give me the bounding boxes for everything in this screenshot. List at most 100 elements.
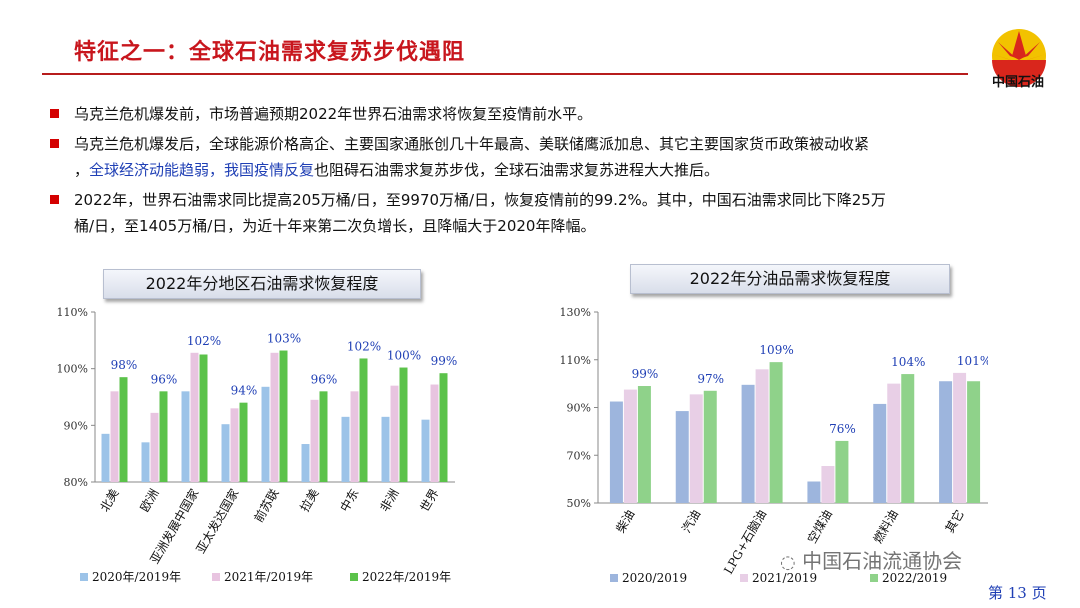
bar xyxy=(967,381,981,503)
bar xyxy=(609,401,623,503)
bar xyxy=(110,391,119,482)
chart2-title: 2022年分油品需求恢复程度 xyxy=(630,264,950,294)
bullet-marker-icon xyxy=(50,109,59,118)
legend-label: 2021/2019 xyxy=(752,571,817,585)
bar xyxy=(141,442,150,482)
bar xyxy=(873,403,887,503)
bar xyxy=(239,402,248,482)
data-label: 76% xyxy=(829,422,856,436)
bar xyxy=(887,383,901,503)
bar xyxy=(381,416,390,482)
bar xyxy=(689,394,703,503)
x-tick-label: 北美 xyxy=(97,487,121,515)
bar xyxy=(301,444,310,482)
y-tick-label: 80% xyxy=(64,476,88,489)
data-label: 99% xyxy=(632,367,659,381)
bullet-highlight: 全球经济动能趋弱，我国疫情反复 xyxy=(89,161,315,179)
page-number: 第 13 页 xyxy=(988,584,1047,602)
data-label: 101% xyxy=(957,354,988,368)
bar xyxy=(421,419,430,482)
bar xyxy=(675,411,689,503)
x-tick-label: 亚太发达国家 xyxy=(193,486,242,556)
bullet-item: 2022年，世界石油需求同比提高205万桶/日，至9970万桶/日，恢复疫情前的… xyxy=(48,187,1048,239)
data-label: 104% xyxy=(891,355,925,369)
legend-swatch xyxy=(610,574,618,582)
bar xyxy=(821,465,835,503)
legend-label: 2020年/2019年 xyxy=(92,570,181,584)
bullet-item: 乌克兰危机爆发前，市场普遍预期2022年世界石油需求将恢复至疫情前水平。 xyxy=(48,101,1048,127)
data-label: 109% xyxy=(759,343,793,357)
bar xyxy=(279,350,288,482)
data-label: 97% xyxy=(697,372,724,386)
page-title: 特征之一：全球石油需求复苏步伐遇阻 xyxy=(74,40,466,65)
y-tick-label: 130% xyxy=(560,306,591,319)
bullet-text-post: 也阻碍石油需求复苏步伐，全球石油需求复苏进程大大推后。 xyxy=(314,161,720,179)
x-tick-label: 其它 xyxy=(942,507,967,535)
bar xyxy=(221,424,230,482)
data-label: 99% xyxy=(431,354,458,368)
bar xyxy=(159,391,168,482)
x-tick-label: 世界 xyxy=(417,487,441,515)
x-tick-label: 汽油 xyxy=(678,507,703,535)
y-tick-label: 90% xyxy=(64,419,88,432)
data-label: 100% xyxy=(387,349,421,363)
watermark: ◌ 中国石油流通协会 xyxy=(780,545,962,574)
bar xyxy=(181,391,190,482)
y-tick-label: 110% xyxy=(57,306,88,319)
petrochina-logo-icon xyxy=(992,29,1046,87)
data-label: 96% xyxy=(311,372,338,386)
bar xyxy=(399,367,408,482)
data-label: 96% xyxy=(151,372,178,386)
bar xyxy=(199,354,208,482)
legend-label: 2021年/2019年 xyxy=(224,570,313,584)
bar xyxy=(953,372,967,503)
x-tick-label: 前苏联 xyxy=(251,486,282,525)
bar xyxy=(261,386,270,482)
wechat-icon: ◌ xyxy=(780,552,796,573)
bullet-text: 2022年，世界石油需求同比提高205万桶/日，至9970万桶/日，恢复疫情前的… xyxy=(74,191,886,209)
y-tick-label: 90% xyxy=(567,402,591,415)
region-demand-chart: 80%90%100%110%98%北美96%欧洲102%亚洲发展中国家94%亚太… xyxy=(57,306,458,584)
bullet-text-line2: 桶/日，至1405万桶/日，为近十年来第二次负增长，且降幅大于2020年降幅。 xyxy=(74,217,596,235)
x-tick-label: 欧洲 xyxy=(137,487,161,515)
bar xyxy=(359,358,368,482)
bar xyxy=(637,386,651,503)
bar xyxy=(741,384,755,503)
x-tick-label: 拉美 xyxy=(297,486,322,514)
bullet-text-pre: ， xyxy=(74,161,90,179)
x-tick-label: 燃料油 xyxy=(870,507,901,546)
bar xyxy=(190,352,199,482)
bar xyxy=(439,373,448,482)
legend-label: 2022年/2019年 xyxy=(362,570,451,584)
data-label: 94% xyxy=(231,384,258,398)
data-label: 103% xyxy=(267,332,301,346)
x-tick-label: 中东 xyxy=(337,486,362,514)
bar xyxy=(390,385,399,482)
x-tick-label: 非洲 xyxy=(377,487,401,515)
bar xyxy=(101,433,110,482)
legend-label: 2022/2019 xyxy=(882,571,947,585)
bar xyxy=(350,391,359,482)
bar xyxy=(270,352,279,482)
watermark-text: 中国石油流通协会 xyxy=(802,549,963,573)
bullet-list: 乌克兰危机爆发前，市场普遍预期2022年世界石油需求将恢复至疫情前水平。 乌克兰… xyxy=(48,101,1048,243)
legend-swatch xyxy=(870,574,878,582)
y-tick-label: 100% xyxy=(57,363,88,376)
bar xyxy=(807,481,821,503)
bar xyxy=(703,390,717,503)
bar xyxy=(835,440,849,503)
data-label: 102% xyxy=(347,339,381,353)
bar xyxy=(939,381,953,503)
bullet-marker-icon xyxy=(50,139,59,148)
bar xyxy=(755,369,769,503)
data-label: 98% xyxy=(111,358,138,372)
y-tick-label: 110% xyxy=(560,354,591,367)
x-tick-label: LPG+石脑油 xyxy=(721,508,769,577)
bar xyxy=(430,384,439,482)
bar xyxy=(341,416,350,482)
bar xyxy=(901,374,915,503)
legend-swatch xyxy=(740,574,748,582)
title-divider xyxy=(42,73,968,75)
bullet-text: 乌克兰危机爆发前，市场普遍预期2022年世界石油需求将恢复至疫情前水平。 xyxy=(74,105,593,123)
chart1-title: 2022年分地区石油需求恢复程度 xyxy=(103,269,421,299)
